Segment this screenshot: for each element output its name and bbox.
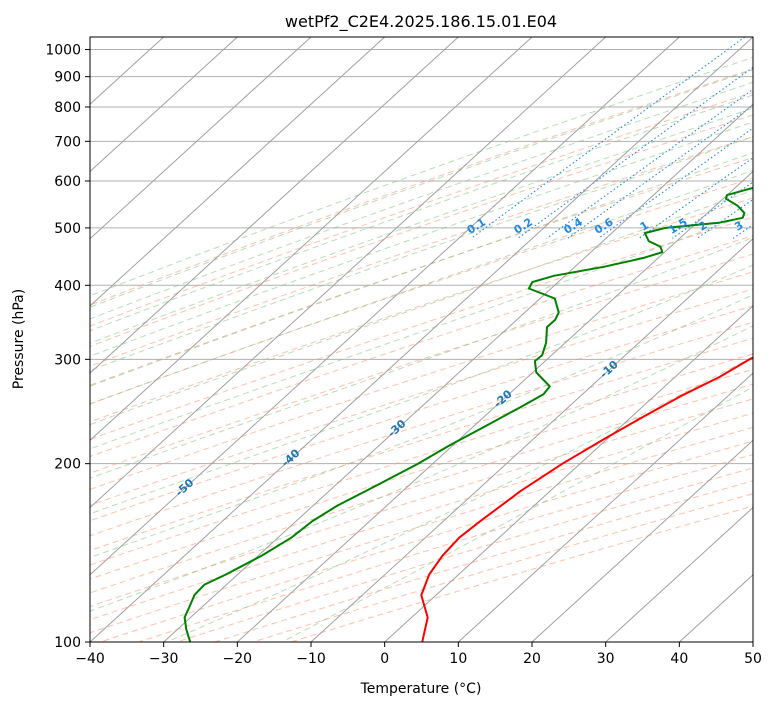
- x-tick-label: 20: [523, 651, 541, 667]
- y-tick-label: 600: [54, 174, 81, 190]
- temperature-trace: [420, 356, 753, 642]
- moist-adiabat: [90, 152, 753, 387]
- x-tick-label: 40: [670, 651, 688, 667]
- dry-adiabat: [90, 383, 753, 594]
- moist-adiabat: [90, 294, 753, 559]
- isobar-gridlines: [90, 49, 753, 642]
- x-tick-label: 10: [449, 651, 467, 667]
- y-tick-label: 100: [54, 635, 81, 651]
- mixing-ratio-lines: [470, 37, 753, 239]
- isotherm-line: [310, 237, 753, 642]
- sounding-traces: [183, 186, 753, 642]
- y-tick-label: 900: [54, 70, 81, 86]
- mixing-ratio-line: [597, 127, 753, 239]
- isotherm-line: [90, 37, 238, 173]
- moist-adiabats: [90, 56, 753, 642]
- isotherm-line: [163, 103, 753, 642]
- x-tick-label: 50: [744, 651, 762, 667]
- x-tick-label: −10: [296, 651, 326, 667]
- dry-adiabat: [90, 91, 753, 327]
- isotherm-line: [90, 37, 607, 509]
- dewpoint-trace: [183, 186, 753, 642]
- moist-adiabat: [90, 236, 753, 479]
- y-axis-label: Pressure (hPa): [11, 289, 27, 389]
- moist-adiabat: [90, 136, 753, 372]
- moist-adiabat: [90, 121, 753, 357]
- dry-adiabat: [90, 321, 753, 537]
- isotherm-line: [605, 506, 753, 642]
- x-axis: −40 −30 −20 −10 0 10 20 30 40 50: [75, 642, 762, 667]
- dry-adiabat: [90, 305, 753, 522]
- isotherm-line: [90, 37, 312, 240]
- moist-adiabat: [90, 69, 753, 308]
- y-tick-label: 500: [54, 221, 81, 237]
- chart-title: wetPf2_C2E4.2025.186.15.01.E04: [285, 12, 557, 32]
- x-tick-label: 30: [597, 651, 615, 667]
- isotherm-line: [236, 170, 753, 642]
- x-tick-label: −40: [75, 651, 105, 667]
- mixing-ratio-line: [546, 88, 753, 239]
- dry-adiabat: [90, 114, 753, 347]
- isotherm-line: [90, 37, 459, 374]
- moist-adiabat: [90, 56, 753, 297]
- dry-adiabat: [90, 253, 753, 474]
- dry-adiabat: [90, 68, 753, 306]
- isotherm-line: [90, 37, 680, 576]
- mixing-ratio-line: [567, 104, 753, 239]
- isotherm-line: [531, 439, 753, 642]
- y-tick-label: 200: [54, 457, 81, 473]
- dry-adiabat: [90, 177, 753, 405]
- isotherm-line: [90, 37, 533, 442]
- x-tick-label: −20: [223, 651, 253, 667]
- y-tick-label: 400: [54, 278, 81, 294]
- isotherm-line: [384, 305, 753, 642]
- isotherm-line: [90, 37, 386, 307]
- dry-adiabat: [90, 353, 753, 566]
- y-axis: 1000 900 800 700 600 500 400 300 200 100: [45, 43, 90, 651]
- isotherm-line: [90, 37, 753, 642]
- x-tick-label: −30: [149, 651, 179, 667]
- moist-adiabat: [90, 264, 753, 515]
- dry-adiabat: [90, 216, 753, 440]
- plot-frame: [89, 36, 754, 643]
- mixing-ratio-line: [470, 37, 746, 239]
- y-tick-label: 700: [54, 134, 81, 150]
- x-tick-label: 0: [380, 651, 389, 667]
- x-axis-label: Temperature (°C): [360, 681, 482, 697]
- y-tick-label: 800: [54, 100, 81, 116]
- y-tick-label: 300: [54, 352, 81, 368]
- dry-adiabats: [90, 68, 753, 642]
- y-tick-label: 1000: [45, 43, 81, 59]
- isotherm-line: [457, 372, 753, 642]
- isotherm-lines: [90, 37, 753, 642]
- dry-adiabat: [90, 271, 753, 490]
